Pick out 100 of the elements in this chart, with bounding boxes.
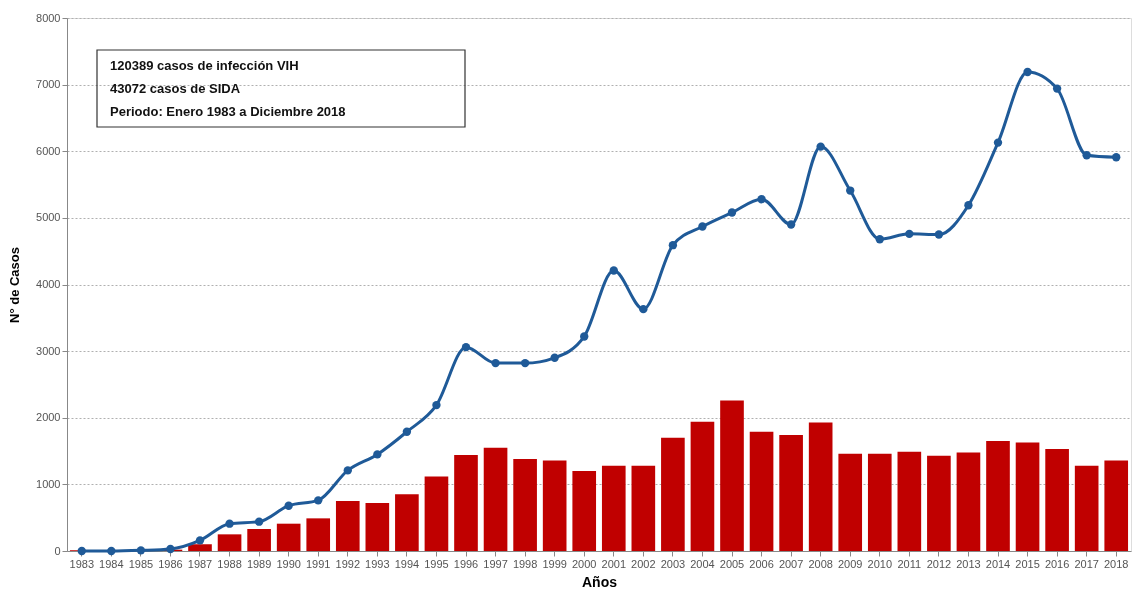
bar — [395, 494, 419, 551]
point — [373, 450, 382, 459]
x-tick-label: 2011 — [897, 557, 922, 570]
x-tick-label: 2018 — [1103, 557, 1129, 570]
bar — [188, 544, 212, 551]
point — [639, 304, 648, 314]
point — [520, 358, 530, 368]
bar — [483, 447, 508, 551]
bar — [454, 455, 478, 551]
point — [1112, 153, 1121, 162]
x-tick-label: 1983 — [69, 557, 95, 570]
bar — [335, 501, 360, 551]
x-tick-label: 2015 — [1015, 557, 1040, 570]
point — [934, 230, 944, 239]
y-tick-label: 0 — [54, 544, 61, 557]
bar — [424, 476, 449, 551]
bar — [1104, 460, 1129, 551]
x-tick-label: 2001 — [601, 557, 627, 570]
y-tick-label: 7000 — [36, 78, 61, 91]
point — [432, 400, 441, 410]
y-tick-label: 2000 — [36, 411, 61, 424]
x-tick-label: 1990 — [276, 557, 301, 570]
bar — [276, 523, 301, 551]
point — [254, 517, 264, 526]
annotation: Periodo: Enero 1983 a Diciembre 2018 — [110, 104, 346, 119]
y-tick-label: 3000 — [36, 344, 61, 357]
point — [195, 536, 205, 545]
point — [107, 546, 116, 556]
x-tick-label: 1998 — [512, 557, 538, 570]
x-tick-label: 2016 — [1044, 557, 1070, 570]
bar — [572, 471, 597, 551]
y-axis-title: N° de Casos — [7, 246, 23, 324]
point — [1052, 84, 1062, 93]
x-tick-label: 2003 — [660, 557, 686, 570]
bar — [749, 431, 774, 551]
point — [580, 332, 589, 341]
point — [136, 546, 146, 555]
point — [757, 195, 766, 204]
point — [166, 544, 175, 554]
bar — [365, 503, 390, 551]
bar — [661, 437, 685, 551]
x-tick-label: 1995 — [424, 557, 449, 570]
x-tick-label: 2000 — [571, 557, 597, 570]
bar — [867, 453, 892, 551]
point — [284, 501, 293, 510]
x-axis-title: Años — [582, 573, 618, 590]
x-tick-label: 1992 — [335, 557, 361, 570]
bar — [720, 400, 744, 551]
point — [964, 201, 973, 210]
point — [491, 358, 500, 368]
bar — [1074, 465, 1099, 551]
bar — [779, 435, 803, 551]
x-tick-label: 2017 — [1074, 557, 1099, 570]
point — [77, 546, 86, 556]
point — [993, 138, 1003, 147]
point — [816, 142, 825, 151]
bar — [306, 518, 331, 551]
point — [402, 427, 412, 436]
x-tick-label: 2012 — [926, 557, 952, 570]
x-tick-label: 2006 — [749, 557, 774, 570]
x-tick-label: 1987 — [187, 557, 213, 570]
x-tick-label: 1999 — [542, 557, 567, 570]
bar — [897, 451, 922, 551]
bar — [986, 441, 1010, 551]
x-tick-label: 2002 — [631, 557, 656, 570]
bar — [690, 421, 715, 551]
bar — [631, 465, 656, 551]
x-tick-label: 2010 — [867, 557, 893, 570]
point — [875, 235, 884, 244]
bar — [601, 465, 626, 551]
x-tick-label: 2005 — [719, 557, 745, 570]
x-tick-label: 2008 — [808, 557, 833, 570]
bar — [513, 459, 537, 551]
x-tick-label: 1985 — [128, 557, 154, 570]
x-tick-label: 1993 — [365, 557, 390, 570]
y-tick-label: 1000 — [36, 477, 61, 490]
y-tick-label: 5000 — [36, 211, 61, 224]
x-tick-label: 2007 — [778, 557, 804, 570]
point — [727, 208, 737, 217]
point — [1023, 67, 1032, 77]
bar — [956, 452, 981, 551]
x-tick-label: 1991 — [305, 557, 331, 570]
point — [668, 241, 678, 250]
point — [1082, 151, 1091, 160]
y-tick-label: 4000 — [36, 278, 61, 290]
point — [846, 186, 855, 195]
x-tick-label: 1988 — [217, 557, 242, 570]
annotation: 43072 casos de SIDA — [110, 81, 241, 96]
y-tick-label: 8000 — [36, 11, 61, 24]
x-tick-label: 1989 — [246, 557, 272, 570]
x-tick-label: 1996 — [453, 557, 479, 570]
x-tick-label: 1997 — [483, 557, 508, 570]
point — [461, 342, 471, 352]
bar — [927, 455, 951, 551]
x-tick-label: 2014 — [985, 557, 1011, 570]
point — [550, 353, 559, 362]
point — [225, 519, 234, 528]
annotation: 120389 casos de infección VIH — [110, 58, 299, 73]
x-tick-label: 2013 — [956, 557, 981, 570]
x-tick-label: 1986 — [158, 557, 183, 570]
